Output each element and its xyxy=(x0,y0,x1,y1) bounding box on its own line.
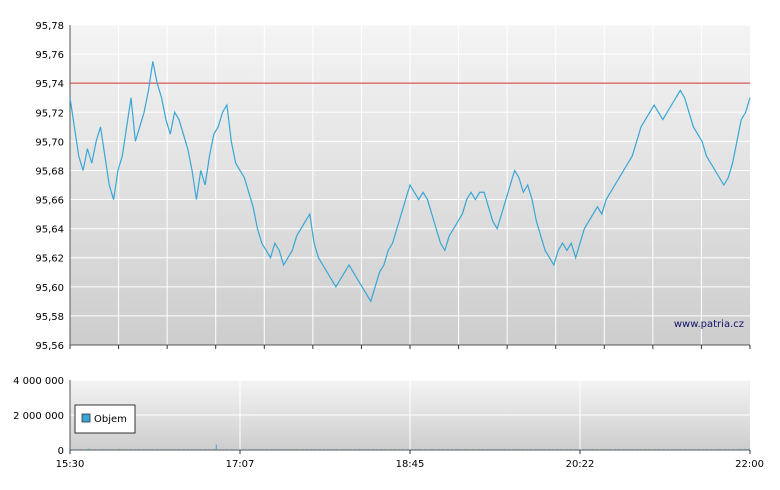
x-tick-label: 15:30 xyxy=(56,459,85,470)
price-y-tick-labels: 95,78 95,76 95,74 95,72 95,70 95,68 95,66 95,64… xyxy=(35,21,64,352)
price-y-tick-label: 95,70 xyxy=(35,137,64,148)
price-y-tick-label: 95,58 xyxy=(35,312,64,323)
price-y-tick-label: 95,78 xyxy=(35,21,64,32)
volume-y-tick-label: 0 xyxy=(58,446,64,457)
price-y-tick-label: 95,72 xyxy=(35,108,64,119)
legend-label: Objem xyxy=(94,414,127,425)
watermark: www.patria.cz xyxy=(674,319,744,330)
price-y-tick-label: 95,56 xyxy=(35,341,64,352)
price-panel: 95,78 95,76 95,74 95,72 95,70 95,68 95,66 95,64… xyxy=(35,21,751,352)
x-tick-label: 17:07 xyxy=(226,459,255,470)
price-vertical-grid xyxy=(118,25,702,345)
price-y-tick-label: 95,60 xyxy=(35,283,64,294)
price-y-tick-label: 95,66 xyxy=(35,196,64,207)
x-tick-label: 18:45 xyxy=(396,459,425,470)
legend: Objem xyxy=(74,404,136,434)
volume-bars xyxy=(70,444,750,450)
x-tick-label: 22:00 xyxy=(735,459,764,470)
price-y-tick-label: 95,76 xyxy=(35,50,64,61)
legend-swatch xyxy=(81,413,91,423)
price-x-ticks xyxy=(69,345,751,349)
price-y-tick-label: 95,68 xyxy=(35,166,64,177)
volume-panel: 4 000 000 2 000 000 0 15:30 17:07 18:45 20:22… xyxy=(13,376,764,470)
x-axis-time-labels: 15:30 17:07 18:45 20:22 22:00 xyxy=(56,450,764,470)
price-y-tick-label: 95,64 xyxy=(35,225,64,236)
volume-vertical-grid xyxy=(239,380,581,450)
price-series-line xyxy=(69,61,751,303)
volume-y-tick-label: 2 000 000 xyxy=(13,411,64,422)
price-y-tick-label: 95,62 xyxy=(35,254,64,265)
price-y-tick-label: 95,74 xyxy=(35,79,64,90)
x-tick-label: 20:22 xyxy=(566,459,595,470)
volume-y-tick-labels: 4 000 000 2 000 000 0 xyxy=(13,376,64,457)
volume-y-tick-label: 4 000 000 xyxy=(13,376,64,387)
